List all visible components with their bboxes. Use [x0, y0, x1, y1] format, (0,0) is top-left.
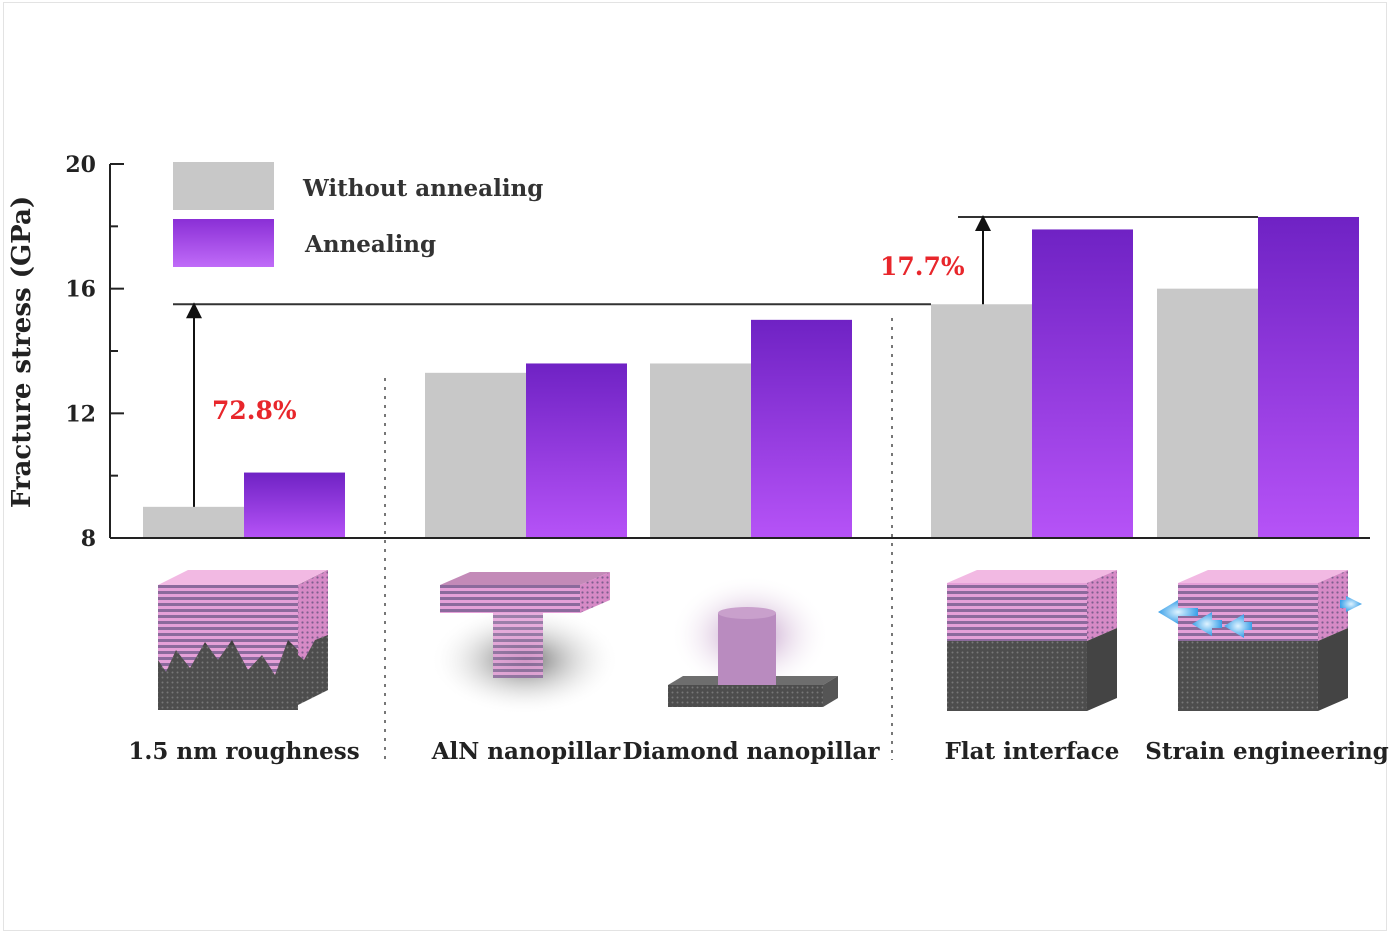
bar-without-annealing-1	[425, 372, 526, 538]
bar-without-annealing-4	[1157, 288, 1258, 538]
axes: 8 12 16 20	[65, 152, 1370, 552]
bar-without-annealing-0	[143, 506, 244, 538]
legend-label-without-annealing: Without annealing	[302, 175, 543, 202]
bar-layer	[143, 216, 1359, 538]
annotation-layer: 72.8% 17.7%	[186, 214, 991, 507]
y-tick-label: 8	[81, 526, 96, 552]
roughness-illustration	[158, 570, 328, 710]
legend-label-annealing: Annealing	[304, 231, 436, 258]
category-label-roughness: 1.5 nm roughness	[128, 738, 359, 765]
y-axis-title: Fracture stress (GPa)	[7, 196, 37, 508]
legend-swatch-annealing	[173, 219, 274, 267]
bar-without-annealing-3	[931, 304, 1032, 538]
aln-nanopillar-illustration	[430, 572, 620, 715]
category-label-strain-engineering: Strain engineering	[1145, 738, 1389, 765]
annotation-17-7: 17.7%	[880, 252, 965, 281]
legend: Without annealing Annealing	[173, 162, 543, 267]
bar-annealing-2	[751, 319, 852, 538]
figure-frame	[3, 2, 1387, 931]
bar-annealing-3	[1032, 229, 1133, 538]
bar-annealing-0	[244, 472, 345, 538]
reference-lines	[173, 215, 1258, 306]
annotation-72-8: 72.8%	[212, 396, 297, 425]
compression-arrow-icon	[1158, 596, 1362, 638]
flat-interface-illustration	[947, 570, 1117, 711]
category-label-diamond-nanopillar: Diamond nanopillar	[622, 738, 880, 765]
bar-annealing-1	[526, 363, 627, 538]
bar-annealing-4	[1258, 216, 1359, 538]
bar-without-annealing-2	[650, 363, 751, 538]
y-tick-label: 20	[65, 152, 96, 178]
category-label-aln-nanopillar: AlN nanopillar	[431, 738, 621, 765]
diamond-nanopillar-illustration	[668, 575, 838, 707]
strain-engineering-illustration	[1158, 570, 1362, 711]
category-label-flat-interface: Flat interface	[945, 738, 1120, 765]
y-tick-label: 16	[65, 277, 96, 303]
y-tick-label: 12	[65, 401, 96, 427]
legend-swatch-without-annealing	[173, 162, 274, 210]
